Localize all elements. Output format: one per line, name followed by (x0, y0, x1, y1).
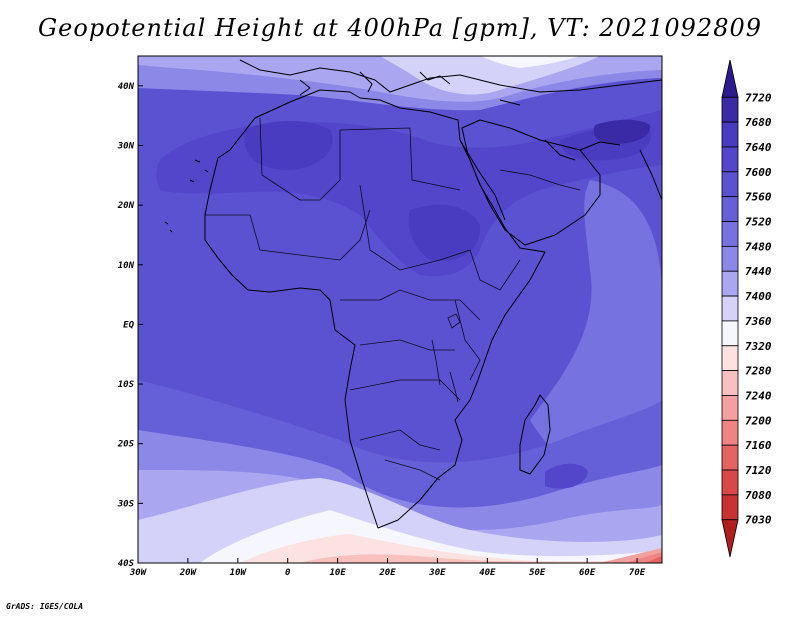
lat-tick-label: 40N (118, 82, 135, 92)
field-low-3 (300, 554, 662, 563)
lon-tick-label: 60E (579, 568, 596, 578)
lake-malawi (449, 371, 459, 403)
colorbar-swatch (721, 444, 739, 471)
arabia-coastline (461, 119, 601, 246)
lon-tick-label: 30W (129, 568, 148, 578)
europe-coastline (239, 59, 663, 93)
colorbar-swatch (721, 171, 739, 198)
lat-tick-label: 40S (118, 559, 135, 569)
colorbar-level-label: 7720 (745, 91, 772, 104)
border-north-2 (339, 127, 461, 191)
colorbar-level-label: 7160 (745, 439, 772, 452)
borders-layer (205, 117, 581, 481)
lon-tick-label: 30E (428, 568, 446, 578)
border-arabia (499, 169, 581, 191)
colorbar-swatch (721, 320, 739, 347)
colorbar-swatch (721, 469, 739, 496)
colorbar-level-label: 7480 (745, 240, 772, 253)
mediterranean-detail (299, 71, 521, 106)
border-south-2 (359, 429, 441, 451)
colorbar-level-label: 7520 (745, 216, 772, 229)
lon-tick-label: 40E (479, 568, 496, 578)
colorbar-swatch (721, 419, 739, 446)
lat-tick-label: 30S (117, 499, 135, 509)
canaries-islands (189, 159, 209, 183)
border-sahel-2 (359, 184, 471, 271)
colorbar-level-label: 7600 (745, 166, 772, 179)
border-central-2 (359, 339, 455, 351)
border-central-1 (340, 289, 481, 321)
colorbar-level-label: 7400 (745, 290, 772, 303)
colorbar-level-label: 7640 (745, 141, 772, 154)
africa-coastline (204, 89, 546, 529)
border-east-1 (469, 249, 521, 291)
colorbar-swatch (721, 270, 739, 297)
lon-tick-label: 70E (629, 568, 646, 578)
lon-tick-label: 20W (179, 568, 198, 578)
coastline-layer (164, 59, 663, 529)
credit-label: GrADS: IGES/COLA (6, 602, 84, 611)
border-sahel-1 (205, 209, 371, 261)
colorbar-level-label: 7440 (745, 265, 772, 278)
colorbar-swatch (721, 494, 739, 521)
lon-tick-label: 20E (378, 568, 396, 578)
geopotential-field (138, 56, 662, 563)
lat-tick-label: 20N (117, 201, 135, 211)
colorbar: 7720 7680 7640 7600 7560 7520 7480 7440 7400 7360… (721, 59, 772, 558)
colorbar-level-label: 7320 (745, 340, 772, 353)
colorbar-swatch (721, 345, 739, 372)
red-sea-coast (459, 139, 506, 221)
colorbar-swatch (721, 146, 739, 173)
lat-tick-label: 20S (117, 440, 135, 450)
cape-verde-islands (164, 221, 173, 233)
india-coast (639, 149, 663, 201)
colorbar-level-label: 7240 (745, 389, 772, 402)
colorbar-level-label: 7120 (745, 464, 772, 477)
colorbar-level-label: 7200 (745, 414, 772, 427)
colorbar-swatch (721, 196, 739, 222)
gulf-coast (544, 139, 621, 161)
field-low-6 (645, 556, 662, 563)
lat-tick-label: EQ (123, 320, 134, 330)
lake-victoria (447, 313, 461, 329)
colorbar-level-label: 7680 (745, 116, 772, 129)
field-north-trough-pink (480, 56, 580, 68)
colorbar-top-triangle (721, 59, 739, 98)
colorbar-level-label: 7560 (745, 191, 772, 204)
lat-tick-label: 10N (118, 261, 135, 271)
field-high-core-2 (593, 119, 651, 145)
lon-tick-label: 10E (329, 568, 346, 578)
colorbar-swatch (721, 370, 739, 396)
lon-tick-label: 10W (230, 568, 248, 578)
border-south-3 (384, 459, 441, 481)
colorbar-swatch (721, 96, 739, 123)
field-north-trough-white (380, 56, 600, 95)
plot-frame (137, 55, 663, 564)
colorbar-swatch (721, 295, 739, 322)
lat-tick-label: 30N (117, 141, 135, 151)
chart-title: Geopotential Height at 400hPa [gpm], VT:… (38, 14, 762, 42)
lon-tick-label: 50E (529, 568, 546, 578)
field-madagascar-high (545, 463, 588, 489)
madagascar-coastline (519, 394, 551, 475)
colorbar-swatch (721, 121, 739, 148)
colorbar-level-label: 7360 (745, 315, 772, 328)
lat-tick-label: 10S (118, 380, 135, 390)
colorbar-level-label: 7280 (745, 365, 772, 378)
colorbar-bottom-triangle (721, 519, 739, 558)
lon-tick-label: 0 (285, 568, 291, 578)
colorbar-level-label: 7030 (745, 514, 772, 527)
colorbar-swatch (721, 395, 739, 421)
border-east-2 (454, 299, 481, 381)
colorbar-swatch (721, 245, 739, 272)
lake-tanganyika (431, 339, 441, 386)
colorbar-swatch (721, 221, 739, 247)
border-south-1 (349, 379, 461, 401)
border-north-1 (259, 117, 341, 201)
colorbar-level-label: 7080 (745, 489, 772, 502)
